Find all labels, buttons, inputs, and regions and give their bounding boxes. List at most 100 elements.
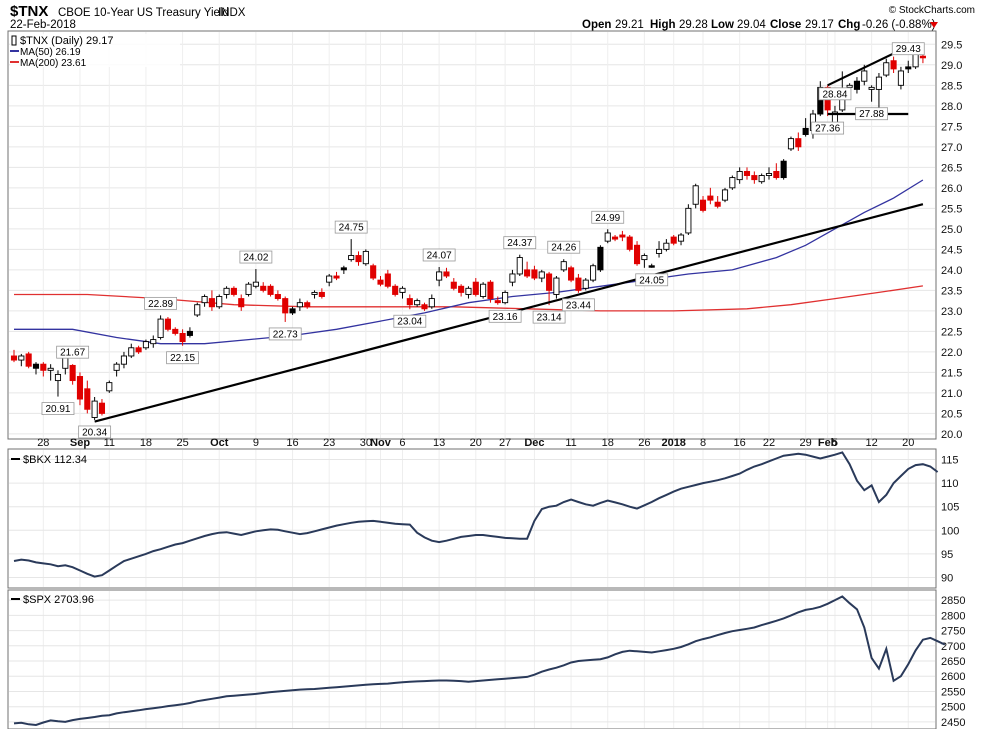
candle-body: [157, 318, 164, 338]
price-annotation: 20.91: [45, 404, 70, 415]
price-annotation-box: [268, 327, 302, 341]
x-tick-label: 11: [565, 437, 576, 449]
price-y-tick: 26.5: [941, 162, 962, 174]
candle-body: [428, 298, 435, 308]
candle-body: [480, 283, 487, 297]
x-tick-label: 11: [104, 437, 115, 449]
price-annotation-box: [562, 298, 595, 312]
price-annotation-box: [811, 121, 845, 135]
candle-body: [362, 250, 369, 265]
price-annotation: 22.15: [170, 353, 195, 364]
price-y-tick: 21.0: [941, 388, 962, 400]
x-tick-label: 20: [902, 437, 914, 449]
candle-body: [663, 242, 670, 250]
x-tick-label: 28: [37, 437, 49, 449]
spx-y-tick: 2700: [941, 641, 965, 653]
header-low-label: Low: [711, 19, 734, 31]
candle-body: [150, 339, 157, 345]
header-open-label: Open: [582, 19, 611, 31]
candle-body: [392, 285, 399, 295]
price-annotation: 23.14: [537, 313, 562, 324]
candle-body: [707, 195, 714, 201]
candle-body: [333, 275, 340, 279]
x-tick-label: Dec: [524, 437, 544, 449]
spx-line: [13, 595, 946, 727]
candle-body: [568, 267, 575, 281]
x-tick-label: 6: [399, 437, 405, 449]
candle-body: [260, 285, 267, 291]
bkx-y-tick: 105: [941, 502, 959, 514]
price-annotation-box: [144, 296, 178, 310]
candle-body: [751, 175, 758, 181]
down-triangle-icon: [930, 22, 938, 28]
candle-body: [582, 279, 589, 289]
candle-body: [326, 275, 333, 283]
candle-body: [729, 177, 736, 189]
price-y-tick: 20.5: [941, 408, 962, 420]
price-annotation: 28.84: [822, 89, 847, 100]
candle-body: [487, 281, 494, 300]
candle-body: [340, 267, 347, 271]
price-annotation: 22.73: [273, 329, 298, 340]
candle-body: [853, 80, 860, 90]
candle-body: [238, 298, 245, 308]
candle-body: [648, 265, 655, 268]
x-tick-label: Nov: [370, 437, 392, 449]
candle-body: [597, 246, 604, 271]
bkx-y-tick: 95: [941, 549, 953, 561]
price-annotation: 27.88: [859, 109, 884, 120]
candle-body: [311, 291, 318, 295]
header-date: 22-Feb-2018: [10, 19, 76, 31]
candle-body: [846, 84, 853, 88]
candle-body: [282, 298, 289, 314]
price-annotation: 24.99: [595, 213, 620, 224]
candle-body: [179, 332, 186, 343]
candle-body: [54, 373, 62, 382]
header-name: CBOE 10-Year US Treasury Yield: [58, 7, 229, 19]
candle-body: [787, 138, 795, 150]
ma200-legend: MA(200) 23.61: [20, 58, 87, 69]
price-y-tick: 23.0: [941, 306, 962, 318]
candle-body: [223, 287, 230, 295]
candle-body: [32, 363, 40, 369]
candle-body: [406, 298, 413, 306]
candle-body: [98, 402, 106, 414]
price-y-tick: 27.0: [941, 142, 962, 154]
price-annotation: 21.67: [60, 348, 85, 359]
price-annotation-box: [56, 345, 90, 359]
candle-body: [377, 279, 384, 285]
x-tick-label: 9: [253, 437, 259, 449]
candle-body: [399, 287, 406, 293]
price-y-tick: 28.5: [941, 80, 962, 92]
price-annotation-box: [503, 236, 537, 250]
spx-y-tick: 2650: [941, 656, 965, 668]
candle-body: [172, 328, 179, 334]
candle-body: [135, 347, 142, 353]
header-symbol: $TNX: [10, 3, 48, 20]
spx-y-tick: 2550: [941, 686, 965, 698]
candle-body: [230, 287, 237, 295]
candle-body: [370, 265, 377, 279]
candle-body: [69, 364, 76, 382]
price-annotation: 20.34: [82, 427, 107, 438]
candle-body: [458, 285, 465, 293]
candle-body: [875, 76, 882, 90]
candle-body: [128, 347, 135, 357]
candle-body: [443, 271, 450, 277]
spx-y-tick: 2800: [941, 610, 965, 622]
candle-body: [318, 291, 325, 297]
candle-body: [289, 308, 296, 314]
candle-body: [194, 304, 201, 316]
x-tick-label: 25: [176, 437, 188, 449]
candle-body: [655, 248, 663, 254]
price-y-tick: 29.0: [941, 60, 962, 72]
price-annotation-box: [891, 42, 925, 56]
x-tick-label: 16: [734, 437, 746, 449]
spx-legend: $SPX 2703.96: [23, 594, 94, 606]
candle-body: [84, 388, 91, 410]
candle-body: [531, 269, 538, 279]
x-tick-label: 12: [865, 437, 877, 449]
x-tick-label: 22: [763, 437, 775, 449]
price-annotation-box: [532, 310, 566, 324]
